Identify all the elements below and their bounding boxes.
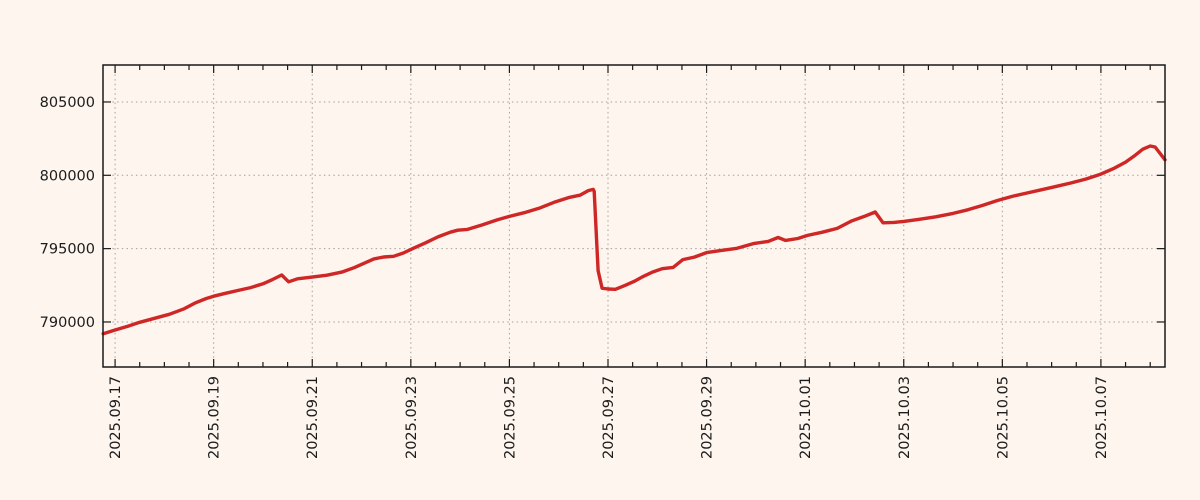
x-tick-label: 2025.09.29 [700, 376, 716, 459]
x-tick-label: 2025.09.21 [305, 376, 321, 459]
series-line-users [101, 144, 1167, 336]
y-tick-label: 795000 [40, 242, 95, 258]
x-tick-label: 2025.10.03 [897, 376, 913, 459]
plot-border [102, 64, 1166, 368]
x-tick-label: 2025.09.17 [108, 376, 124, 459]
y-tick-label: 790000 [40, 315, 95, 331]
y-tick-label: 805000 [40, 95, 95, 111]
x-tick-label: 2025.09.25 [502, 376, 518, 459]
x-tick-label: 2025.10.01 [798, 376, 814, 459]
x-tick-label: 2025.09.19 [207, 376, 223, 459]
y-tick-label: 800000 [40, 168, 95, 184]
x-tick-label: 2025.09.23 [404, 376, 420, 459]
x-tick-label: 2025.09.27 [601, 376, 617, 459]
x-tick-label: 2025.10.05 [995, 376, 1011, 459]
x-tick-label: 2025.10.07 [1094, 376, 1110, 459]
